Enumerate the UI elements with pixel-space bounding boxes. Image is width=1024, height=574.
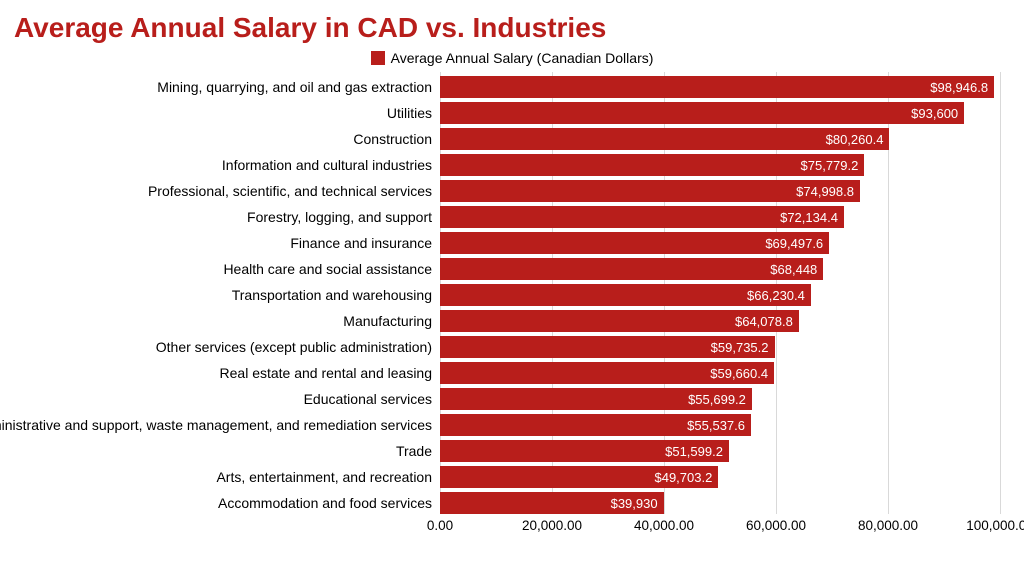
bar-value-label: $68,448 [770, 262, 817, 277]
bar-row: Real estate and rental and leasing$59,66… [440, 362, 1000, 384]
bar-row: Health care and social assistance$68,448 [440, 258, 1000, 280]
bar: $72,134.4 [440, 206, 844, 228]
x-tick-label: 80,000.00 [858, 518, 918, 533]
bar-row: Information and cultural industries$75,7… [440, 154, 1000, 176]
bar-value-label: $39,930 [611, 496, 658, 511]
bar: $59,660.4 [440, 362, 774, 384]
category-label: Mining, quarrying, and oil and gas extra… [157, 76, 440, 98]
bar-row: Professional, scientific, and technical … [440, 180, 1000, 202]
bar: $80,260.4 [440, 128, 889, 150]
grid-line [1000, 72, 1001, 514]
x-axis: 0.0020,000.0040,000.0060,000.0080,000.00… [440, 514, 1000, 540]
category-label: Real estate and rental and leasing [220, 362, 440, 384]
chart-title: Average Annual Salary in CAD vs. Industr… [0, 0, 1024, 50]
category-label: Manufacturing [343, 310, 440, 332]
bar-value-label: $98,946.8 [930, 80, 988, 95]
category-label: Accommodation and food services [218, 492, 440, 514]
chart: Mining, quarrying, and oil and gas extra… [440, 72, 1000, 540]
bar-value-label: $64,078.8 [735, 314, 793, 329]
category-label: Construction [353, 128, 440, 150]
category-label: Other services (except public administra… [156, 336, 440, 358]
bar-value-label: $51,599.2 [665, 444, 723, 459]
bar-row: Trade$51,599.2 [440, 440, 1000, 462]
bar-value-label: $72,134.4 [780, 210, 838, 225]
bar-value-label: $59,660.4 [710, 366, 768, 381]
bar: $75,779.2 [440, 154, 864, 176]
bar: $59,735.2 [440, 336, 775, 358]
bar-value-label: $49,703.2 [654, 470, 712, 485]
bar: $55,699.2 [440, 388, 752, 410]
bar-row: Accommodation and food services$39,930 [440, 492, 1000, 514]
bar-value-label: $66,230.4 [747, 288, 805, 303]
category-label: Finance and insurance [290, 232, 440, 254]
category-label: Arts, entertainment, and recreation [216, 466, 440, 488]
category-label: Forestry, logging, and support [247, 206, 440, 228]
bar-value-label: $93,600 [911, 106, 958, 121]
category-label: Utilities [387, 102, 440, 124]
bar: $68,448 [440, 258, 823, 280]
bar-row: Manufacturing$64,078.8 [440, 310, 1000, 332]
bar-row: Construction$80,260.4 [440, 128, 1000, 150]
category-label: Information and cultural industries [222, 154, 440, 176]
bar-row: Educational services$55,699.2 [440, 388, 1000, 410]
bar-value-label: $75,779.2 [801, 158, 859, 173]
category-label: Administrative and support, waste manage… [0, 414, 440, 436]
plot-area: Mining, quarrying, and oil and gas extra… [440, 72, 1000, 514]
category-label: Health care and social assistance [223, 258, 440, 280]
bar: $49,703.2 [440, 466, 718, 488]
legend-label: Average Annual Salary (Canadian Dollars) [391, 50, 654, 66]
legend-swatch [371, 51, 385, 65]
bar: $39,930 [440, 492, 664, 514]
bar-value-label: $59,735.2 [711, 340, 769, 355]
bar: $55,537.6 [440, 414, 751, 436]
bar: $74,998.8 [440, 180, 860, 202]
bar-row: Administrative and support, waste manage… [440, 414, 1000, 436]
bar-value-label: $55,699.2 [688, 392, 746, 407]
x-tick-label: 40,000.00 [634, 518, 694, 533]
bar-row: Arts, entertainment, and recreation$49,7… [440, 466, 1000, 488]
category-label: Educational services [304, 388, 440, 410]
bar: $93,600 [440, 102, 964, 124]
bar-row: Forestry, logging, and support$72,134.4 [440, 206, 1000, 228]
category-label: Trade [396, 440, 440, 462]
x-tick-label: 20,000.00 [522, 518, 582, 533]
bar-row: Transportation and warehousing$66,230.4 [440, 284, 1000, 306]
legend: Average Annual Salary (Canadian Dollars) [0, 50, 1024, 66]
bar-row: Other services (except public administra… [440, 336, 1000, 358]
bar-row: Finance and insurance$69,497.6 [440, 232, 1000, 254]
bar: $98,946.8 [440, 76, 994, 98]
x-tick-label: 100,000.00 [966, 518, 1024, 533]
category-label: Professional, scientific, and technical … [148, 180, 440, 202]
category-label: Transportation and warehousing [232, 284, 440, 306]
bar-row: Mining, quarrying, and oil and gas extra… [440, 76, 1000, 98]
bar: $66,230.4 [440, 284, 811, 306]
bar-value-label: $80,260.4 [826, 132, 884, 147]
bar: $51,599.2 [440, 440, 729, 462]
bar: $69,497.6 [440, 232, 829, 254]
bar-row: Utilities$93,600 [440, 102, 1000, 124]
bar: $64,078.8 [440, 310, 799, 332]
bar-value-label: $69,497.6 [765, 236, 823, 251]
x-tick-label: 60,000.00 [746, 518, 806, 533]
bar-value-label: $55,537.6 [687, 418, 745, 433]
x-tick-label: 0.00 [427, 518, 453, 533]
bar-value-label: $74,998.8 [796, 184, 854, 199]
